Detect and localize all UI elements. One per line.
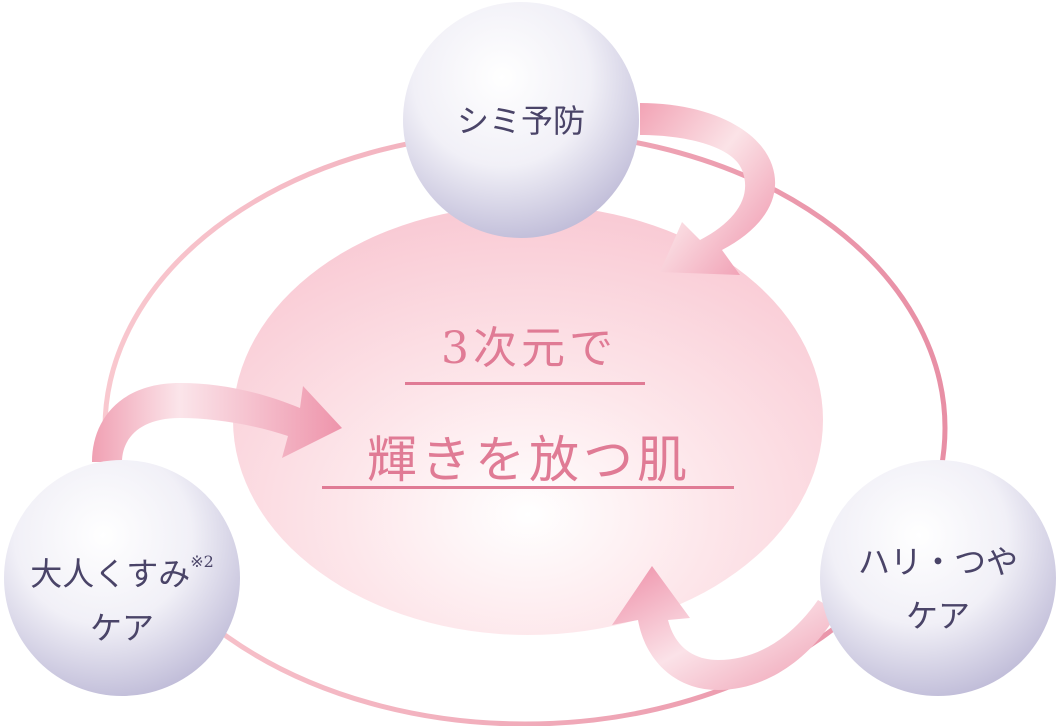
center-title-line2: 輝きを放つ肌 (367, 431, 691, 489)
center-title-line1: 3次元で (441, 323, 617, 374)
arrow-left-to-center (92, 383, 342, 462)
node-label-dullness-line1: 大人くすみ※2 (4, 535, 240, 601)
node-label-firmness-care: ハリ・つや ケア (838, 535, 1038, 643)
arrow-top-to-center (640, 103, 776, 275)
node-firmness-care (820, 460, 1056, 696)
arrow-right-to-center (612, 566, 838, 690)
node-label-firmness-line2: ケア (905, 597, 970, 635)
node-dullness-care (4, 460, 240, 696)
node-label-dullness-care: 大人くすみ※2 ケア (4, 535, 240, 655)
footnote-mark: ※2 (190, 552, 214, 571)
node-label-firmness-line1: ハリ・つや (857, 543, 1018, 581)
node-label-spot-prevention: シミ予防 (456, 102, 585, 140)
center-underline-1 (405, 382, 645, 385)
node-label-dullness-line2: ケア (89, 609, 154, 647)
center-underline-2 (322, 486, 734, 489)
node-spot-prevention (403, 2, 639, 238)
center-glow (233, 205, 823, 635)
node-label-dullness-text: 大人くすみ (30, 555, 191, 593)
